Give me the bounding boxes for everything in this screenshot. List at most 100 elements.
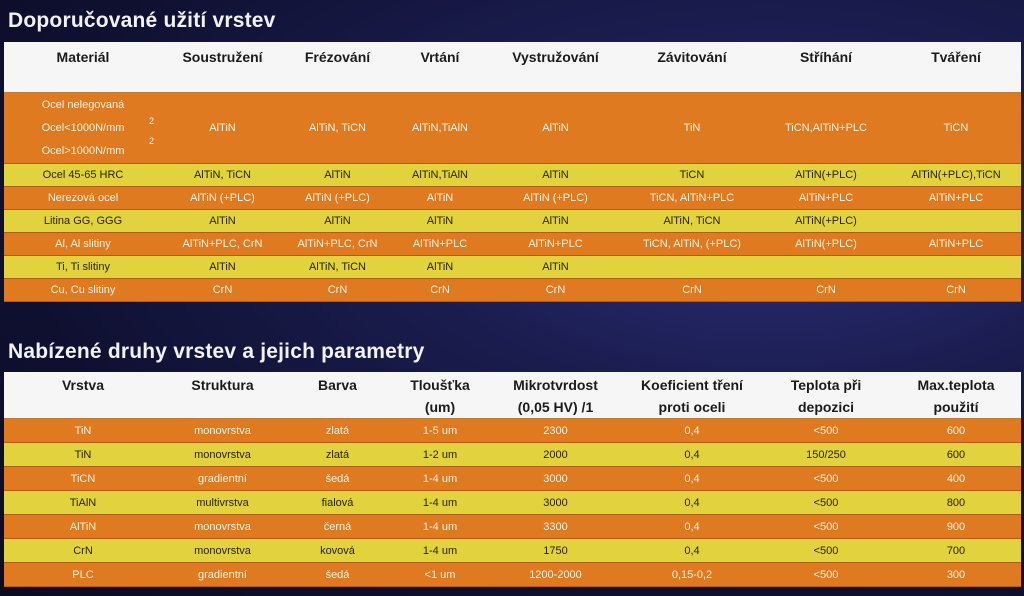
table-cell: gradientní <box>162 466 283 491</box>
header-line: Vrstva <box>61 377 105 393</box>
table-cell: 400 <box>891 466 1021 491</box>
table-row: AlTiN monovrstva černá 1-4 um 3300 0,4 <500 900 <box>4 514 1021 539</box>
table-row: Ti, Ti slitiny AlTiN AlTiN, TiCN AlTiN AlTiN <box>4 255 1021 279</box>
table-cell: 1-4 um <box>392 466 488 491</box>
table-cell: 600 <box>891 418 1021 443</box>
coating-parameters-table: Vrstva Struktura Barva Tloušťka (um) Mikrotvr… <box>4 372 1021 587</box>
table-cell: AlTiN, TiCN <box>623 209 761 233</box>
table-cell: TiN <box>4 418 162 443</box>
table-cell: 2300 <box>488 418 623 443</box>
table-cell: AlTiN <box>162 92 283 164</box>
table-cell: 3300 <box>488 514 623 539</box>
column-header-layer: Vrstva <box>4 372 162 419</box>
table-cell: CrN <box>891 278 1021 302</box>
header-line: (um) <box>424 399 456 415</box>
table-cell: TiCN <box>891 92 1021 164</box>
table-cell: CrN <box>392 278 488 302</box>
table-cell: AlTiN+PLC <box>761 186 891 210</box>
column-header-microhardness: Mikrotvrdost (0,05 HV) /1 <box>488 372 623 419</box>
table-row: CrN monovrstva kovová 1-4 um 1750 0,4 <500 700 <box>4 538 1021 563</box>
column-header-deposition-temperature: Teplota při depozici <box>761 372 891 419</box>
column-header-color: Barva <box>283 372 392 419</box>
table-cell: AlTiN <box>488 92 623 164</box>
material-cell: Ocel nelegovaná Ocel<1000N/mm Ocel>1000N… <box>4 92 162 164</box>
table-cell: <500 <box>761 514 891 539</box>
table-cell: 0,4 <box>623 514 761 539</box>
table-cell: AlTiN(+PLC) <box>761 209 891 233</box>
material-label: Ocel<1000N/mm <box>41 121 125 134</box>
column-header-friction-coefficient: Koeficient tření proti oceli <box>623 372 761 419</box>
material-list: Ocel nelegovaná Ocel<1000N/mm Ocel>1000N… <box>6 94 160 163</box>
table-cell: 0,4 <box>623 538 761 563</box>
table-cell: kovová <box>283 538 392 563</box>
table-cell: <500 <box>761 418 891 443</box>
material-cell: Al, Al slitiny <box>4 232 162 256</box>
table-row: Ocel nelegovaná Ocel<1000N/mm Ocel>1000N… <box>4 92 1021 164</box>
table-cell: AlTiN <box>283 163 392 187</box>
column-header-reaming: Vystružování <box>488 42 623 93</box>
table-cell: TiN <box>4 442 162 467</box>
coating-parameters-title: Nabízené druhy vrstev a jejich parametry <box>8 340 425 363</box>
table-cell: 3000 <box>488 466 623 491</box>
table-cell: 3000 <box>488 490 623 515</box>
table-row: Cu, Cu slitiny CrN CrN CrN CrN CrN CrN CrN <box>4 278 1021 302</box>
table-cell: 1-2 um <box>392 442 488 467</box>
table-cell: CrN <box>4 538 162 563</box>
table-cell: 900 <box>891 514 1021 539</box>
table-cell: šedá <box>283 562 392 587</box>
header-line: (0,05 HV) /1 <box>517 399 594 415</box>
table-cell: 1750 <box>488 538 623 563</box>
column-header-threading: Závitování <box>623 42 761 93</box>
material-cell: Cu, Cu slitiny <box>4 278 162 302</box>
table-cell: AlTiN <box>392 209 488 233</box>
table-cell: AlTiN <box>392 186 488 210</box>
table-cell: 0,15-0,2 <box>623 562 761 587</box>
table-cell: <500 <box>761 538 891 563</box>
coating-usage-title: Doporučované užití vrstev <box>8 9 276 32</box>
table-cell: zlatá <box>283 442 392 467</box>
header-line: Struktura <box>191 377 254 393</box>
header-line: Barva <box>318 377 357 393</box>
table-cell: CrN <box>162 278 283 302</box>
table-cell: 1-5 um <box>392 418 488 443</box>
table-cell: AlTiN (+PLC) <box>488 186 623 210</box>
table-cell: 2000 <box>488 442 623 467</box>
table-row: Ocel 45-65 HRC AlTiN, TiCN AlTiN AlTiN,TiAl… <box>4 163 1021 187</box>
table-cell: TiCN, AlTiN+PLC <box>623 186 761 210</box>
column-header-shearing: Stříhání <box>761 42 891 93</box>
table-cell: 700 <box>891 538 1021 563</box>
table-cell: AlTiN(+PLC),TiCN <box>891 163 1021 187</box>
table-row: Litina GG, GGG AlTiN AlTiN AlTiN AlTiN AlTiN,… <box>4 209 1021 233</box>
table-cell: TiAlN <box>4 490 162 515</box>
table-row: TiN monovrstva zlatá 1-2 um 2000 0,4 150/250 60… <box>4 442 1021 467</box>
table-cell: 1-4 um <box>392 514 488 539</box>
header-line: Koeficient tření <box>641 377 743 393</box>
table-cell: AlTiN+PLC, CrN <box>283 232 392 256</box>
header-line: Max.teplota <box>917 377 995 393</box>
table-cell: 0,4 <box>623 490 761 515</box>
header-row: Vrstva Struktura Barva Tloušťka (um) Mikrotvr… <box>4 372 1021 419</box>
material-cell: Ti, Ti slitiny <box>4 255 162 279</box>
table-cell: 600 <box>891 442 1021 467</box>
table-cell: 800 <box>891 490 1021 515</box>
column-header-turning: Soustružení <box>162 42 283 93</box>
table-cell: šedá <box>283 466 392 491</box>
table-cell: AlTiN (+PLC) <box>283 186 392 210</box>
column-header-forming: Tváření <box>891 42 1021 93</box>
table-cell: TiN <box>623 92 761 164</box>
column-header-structure: Struktura <box>162 372 283 419</box>
coating-parameters-rows: TiN monovrstva zlatá 1-5 um 2300 0,4 <500 600 Ti… <box>4 418 1021 587</box>
table-cell: <500 <box>761 466 891 491</box>
table-cell: CrN <box>283 278 392 302</box>
column-header-milling: Frézování <box>283 42 392 93</box>
table-cell: monovrstva <box>162 418 283 443</box>
table-cell: AlTiN <box>488 255 623 279</box>
table-cell: AlTiN,TiAlN <box>392 92 488 164</box>
table-cell: TiCN <box>623 163 761 187</box>
table-cell: AlTiN+PLC <box>891 186 1021 210</box>
coating-usage-table: Materiál Soustružení Frézování Vrtání Vy… <box>4 42 1021 302</box>
table-cell: CrN <box>623 278 761 302</box>
column-header-material: Materiál <box>4 42 162 93</box>
coating-usage-rows: Ocel 45-65 HRC AlTiN, TiCN AlTiN AlTiN,TiAl… <box>4 163 1021 302</box>
table-row: TiAlN multivrstva fialová 1-4 um 3000 0,4 <500… <box>4 490 1021 515</box>
